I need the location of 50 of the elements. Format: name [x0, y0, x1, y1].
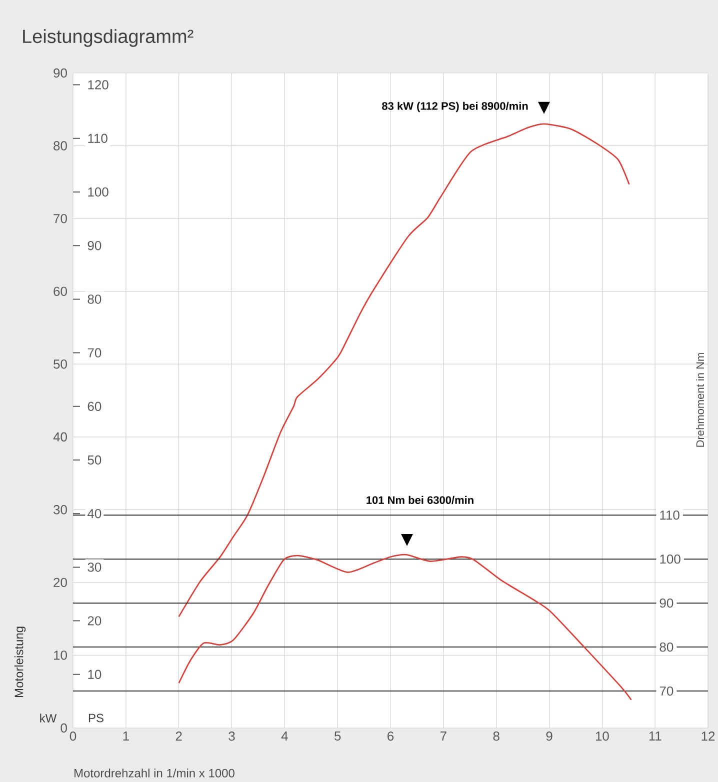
y-tick-label: 30	[54, 505, 67, 514]
x-tick-label: 1	[123, 732, 129, 740]
y2-tick-label: 70	[660, 686, 674, 696]
y3-tick-label: 70	[88, 348, 102, 358]
annotation: 83 kW (112 PS) bei 8900/min	[382, 102, 528, 112]
y3-tick-label: 40	[88, 508, 102, 518]
x-tick-label: 10	[596, 732, 609, 741]
y-tick-label: 10	[54, 650, 67, 660]
y-tick-label: 40	[53, 432, 67, 442]
y2-tick-label: 80	[660, 642, 674, 652]
y2-tick-label: 90	[660, 598, 674, 608]
y3-tick-label: 110	[88, 134, 108, 143]
y2-axis-title: Drehmoment in Nm	[696, 353, 704, 447]
x-tick-label: 8	[493, 732, 500, 741]
y3-tick-label: 80	[88, 294, 102, 304]
y3-tick-label: 30	[88, 562, 102, 572]
y3-tick-label: 100	[88, 187, 108, 197]
x-tick-label: 9	[546, 732, 552, 741]
y-tick-label: 20	[54, 578, 67, 588]
y2-tick-label: 100	[660, 554, 680, 564]
x-tick-label: 7	[440, 732, 446, 740]
y3-tick-label: 60	[88, 402, 102, 411]
annotation: 101 Nm bei 6300/min	[366, 496, 474, 504]
y-tick-label: 90	[54, 68, 67, 78]
x-axis-title: Motordrehzahl in 1/min x 1000	[74, 768, 234, 778]
line-series	[178, 123, 630, 618]
x-tick-label: 5	[334, 732, 341, 741]
y3-tick-label: 20	[88, 616, 102, 626]
y3-tick-label: 90	[88, 240, 102, 250]
y3-tick-label: 50	[88, 455, 102, 465]
x-tick-label: 3	[228, 732, 235, 741]
y-tick-label: 60	[54, 286, 67, 296]
chart-title: Leistungsdiagramm²	[23, 29, 194, 47]
x-tick-label: 4	[281, 732, 288, 740]
y-axis-title: Motorleistung	[14, 626, 26, 698]
x-tick-label: 12	[702, 732, 715, 741]
annotation: PS	[88, 714, 104, 722]
y-tick-label: 70	[54, 214, 67, 224]
y-tick-label: 50	[54, 360, 67, 369]
y3-tick-label: 10	[88, 670, 102, 679]
x-tick-label: 0	[70, 732, 76, 741]
x-tick-label: 2	[176, 732, 182, 741]
y2-tick-label: 110	[660, 510, 680, 520]
text: kW	[40, 714, 57, 722]
y-tick-label: 0	[60, 723, 67, 733]
x-tick-label: 6	[388, 732, 394, 741]
y-tick-label: 80	[54, 141, 67, 150]
x-tick-label: 11	[649, 732, 662, 740]
line-series	[178, 554, 632, 701]
y3-tick-label: 120	[88, 80, 108, 90]
